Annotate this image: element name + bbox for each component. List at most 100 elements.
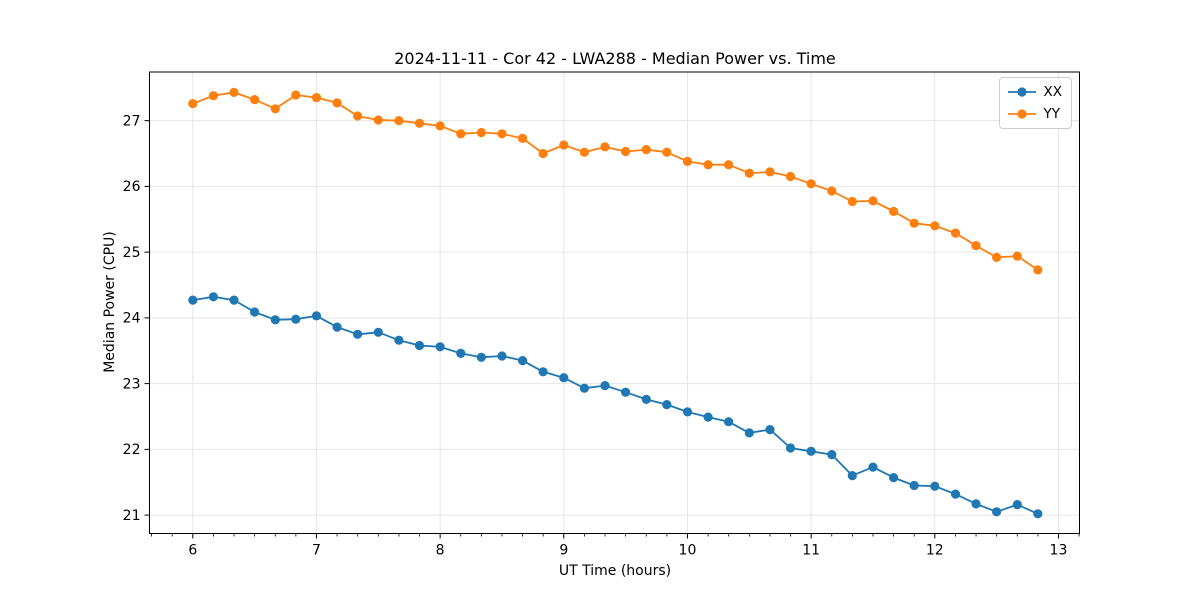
data-point	[785, 171, 796, 182]
data-point	[641, 145, 651, 155]
data-point	[950, 228, 961, 238]
data-point	[971, 241, 981, 251]
data-point	[827, 450, 837, 460]
data-point	[414, 118, 425, 128]
data-point	[806, 179, 816, 189]
data-point	[641, 394, 651, 404]
data-point	[847, 471, 857, 481]
data-point	[662, 400, 672, 410]
data-point	[992, 507, 1002, 517]
data-point	[538, 367, 548, 377]
data-point	[250, 307, 260, 317]
data-point	[621, 146, 631, 157]
data-point	[332, 322, 342, 332]
x-tick-label: 6	[188, 543, 197, 559]
y-tick-label: 25	[123, 245, 141, 261]
data-point	[456, 348, 466, 358]
data-point	[950, 489, 961, 499]
x-tick-label: 7	[312, 543, 321, 559]
data-point	[188, 99, 198, 109]
data-point	[579, 383, 590, 393]
legend-item-XX: XX	[1007, 82, 1063, 102]
data-point	[497, 351, 507, 361]
data-point	[291, 90, 301, 100]
data-point	[1012, 500, 1022, 510]
data-point	[518, 133, 528, 143]
data-point	[765, 167, 775, 177]
data-point	[703, 412, 713, 422]
data-point	[682, 407, 693, 417]
data-point	[744, 168, 754, 178]
data-point	[682, 156, 693, 166]
data-point	[435, 121, 445, 131]
data-point	[497, 129, 507, 139]
axes-spines	[149, 71, 1080, 534]
data-point	[765, 425, 775, 435]
x-tick-label: 9	[559, 543, 568, 559]
series-YY-markers	[188, 87, 1043, 275]
chart-title: 2024-11-11 - Cor 42 - LWA288 - Median Po…	[394, 49, 836, 68]
data-point	[188, 295, 198, 305]
legend-marker-XX	[1007, 87, 1036, 97]
data-point	[435, 342, 445, 352]
data-point	[724, 160, 734, 170]
data-point	[538, 148, 548, 159]
data-point	[332, 98, 342, 108]
data-point	[827, 186, 837, 196]
y-tick-label: 22	[123, 442, 141, 458]
data-point	[724, 417, 734, 427]
x-tick-label: 8	[436, 543, 445, 559]
data-point	[229, 87, 239, 97]
data-point	[311, 93, 322, 103]
data-point	[785, 443, 796, 453]
data-point	[909, 218, 919, 228]
y-tick-label: 24	[123, 311, 141, 327]
data-point	[889, 473, 899, 483]
data-point	[518, 356, 528, 366]
data-point	[600, 142, 610, 152]
data-point	[992, 252, 1002, 262]
data-point	[476, 352, 486, 362]
data-point	[662, 147, 672, 157]
data-point	[847, 196, 857, 207]
legend-label: YY	[1043, 106, 1061, 122]
data-point	[889, 206, 899, 216]
data-point	[600, 381, 610, 391]
legend: XX YY	[998, 77, 1072, 129]
data-point	[291, 314, 301, 324]
y-tick-label: 27	[123, 113, 141, 129]
data-point	[703, 160, 713, 170]
x-tick-label: 11	[802, 543, 820, 559]
data-point	[270, 315, 280, 325]
data-point	[373, 115, 383, 125]
data-point	[270, 104, 280, 114]
data-point	[579, 147, 590, 157]
data-point	[353, 329, 363, 339]
data-point	[930, 221, 940, 231]
data-point	[208, 292, 218, 302]
data-point	[229, 295, 239, 305]
x-tick-label: 12	[926, 543, 944, 559]
data-point	[414, 340, 425, 351]
data-point	[1033, 509, 1043, 519]
series-XX-markers	[188, 292, 1043, 519]
data-point	[909, 480, 919, 491]
x-tick-label: 10	[679, 543, 697, 559]
data-point	[868, 462, 878, 472]
data-point	[559, 140, 569, 150]
data-point	[806, 446, 816, 456]
data-point	[394, 116, 404, 126]
legend-marker-YY	[1007, 109, 1036, 119]
data-point	[208, 91, 218, 101]
data-point	[311, 311, 322, 321]
series-XX-line	[192, 295, 1039, 515]
data-point	[373, 327, 383, 337]
data-point	[250, 95, 260, 105]
data-point	[559, 373, 569, 383]
data-point	[621, 387, 631, 397]
data-point	[476, 127, 486, 138]
legend-label: XX	[1043, 84, 1063, 100]
data-point	[744, 428, 754, 438]
